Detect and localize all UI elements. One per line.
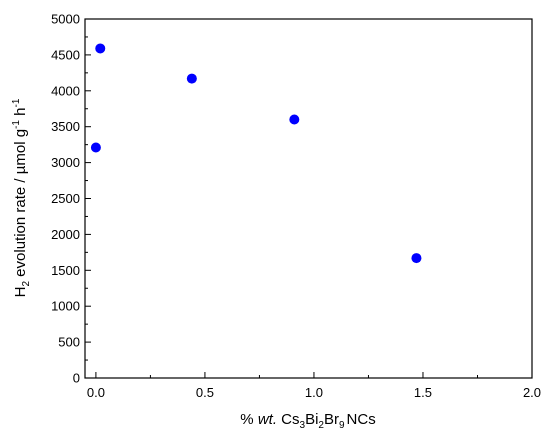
y-tick-label: 2500 [51, 191, 80, 206]
data-point [411, 253, 422, 264]
x-tick-label: 0.0 [87, 385, 105, 400]
y-tick-label: 3500 [51, 119, 80, 134]
y-axis-title: H2 evolution rate / µmol g-1 h-1 [11, 98, 32, 297]
x-tick-label: 1.5 [414, 385, 432, 400]
data-point [289, 114, 300, 125]
x-tick-label: 2.0 [523, 385, 541, 400]
y-tick-label: 4000 [51, 83, 80, 98]
y-tick-label: 0 [73, 371, 80, 386]
y-tick-label: 5000 [51, 12, 80, 27]
data-points [90, 43, 422, 264]
x-tick-label: 1.0 [305, 385, 323, 400]
y-tick-label: 3000 [51, 155, 80, 170]
x-axis-title: % wt. Cs3Bi2Br9 NCs [240, 411, 375, 431]
y-tick-label: 1500 [51, 263, 80, 278]
y-tick-label: 2000 [51, 227, 80, 242]
x-tick-label: 0.5 [196, 385, 214, 400]
data-point [90, 142, 101, 153]
y-tick-label: 1000 [51, 299, 80, 314]
plot-frame [84, 18, 533, 379]
y-axis: 0 500 1000 1500 2000 2500 3000 3500 4000 4500 5000 [51, 12, 91, 386]
x-axis: 0.0 0.5 1.0 1.5 2.0 [87, 372, 541, 400]
data-point [95, 43, 106, 54]
y-tick-label: 4500 [51, 47, 80, 62]
data-point [186, 73, 197, 84]
y-tick-label: 500 [58, 335, 80, 350]
